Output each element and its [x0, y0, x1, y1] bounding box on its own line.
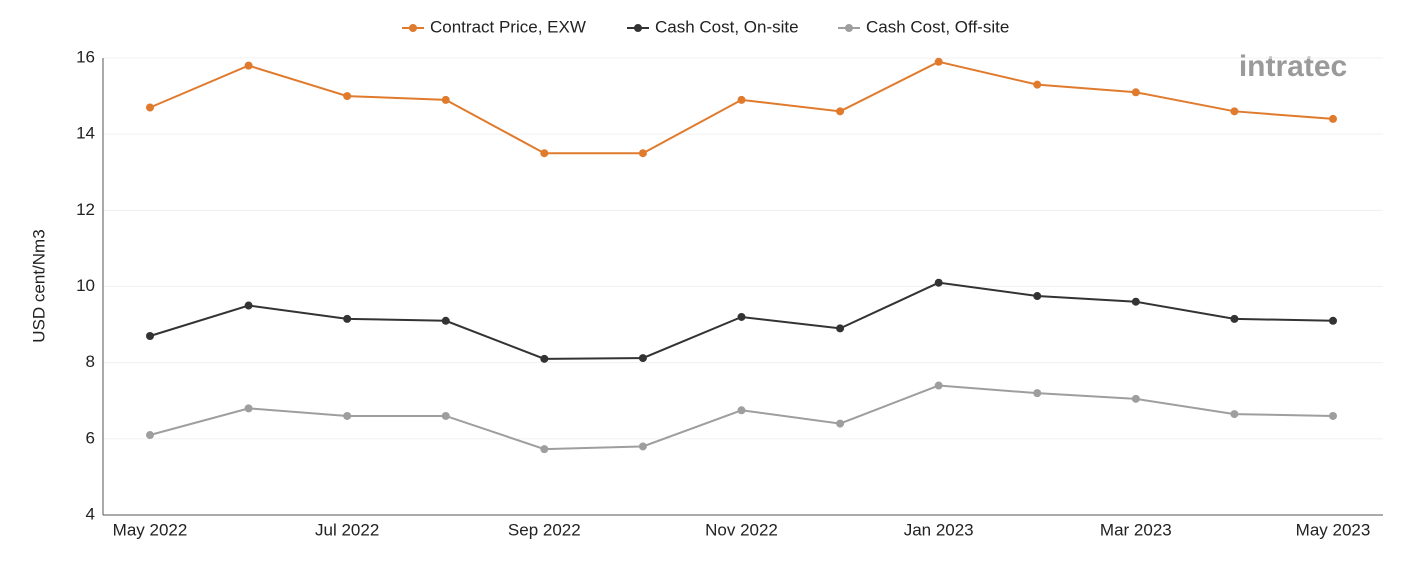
legend-label: Cash Cost, Off-site — [866, 17, 1009, 36]
x-tick-label: Jul 2022 — [315, 520, 379, 539]
data-point — [1329, 411, 1337, 420]
legend-marker — [409, 24, 417, 32]
x-tick-label: Mar 2023 — [1100, 520, 1172, 539]
y-tick-label: 10 — [76, 276, 95, 295]
data-point — [244, 301, 253, 310]
data-point — [1230, 314, 1239, 323]
data-point — [343, 314, 352, 323]
data-point — [638, 149, 647, 158]
data-point — [540, 354, 549, 363]
x-tick-label: Nov 2022 — [705, 520, 778, 539]
data-point — [343, 92, 352, 101]
data-point — [146, 332, 154, 341]
data-point — [244, 404, 253, 413]
data-point — [1033, 292, 1042, 301]
legend-label: Cash Cost, On-site — [655, 17, 799, 36]
x-tick-label: Sep 2022 — [508, 520, 581, 539]
data-point — [1131, 297, 1140, 306]
data-point — [1033, 80, 1042, 89]
data-point — [737, 406, 746, 415]
data-point — [146, 103, 154, 112]
y-tick-label: 14 — [76, 124, 95, 143]
data-point — [1033, 389, 1042, 398]
data-point — [540, 445, 549, 454]
data-point — [441, 316, 450, 325]
data-point — [1329, 114, 1337, 123]
data-point — [737, 95, 746, 104]
y-tick-label: 12 — [76, 200, 95, 219]
data-point — [244, 61, 253, 70]
x-tick-label: May 2023 — [1296, 520, 1371, 539]
y-tick-label: 8 — [86, 352, 95, 371]
data-point — [638, 354, 647, 363]
data-point — [1131, 88, 1140, 97]
y-tick-label: 6 — [86, 428, 95, 447]
x-tick-label: May 2022 — [113, 520, 188, 539]
data-point — [638, 442, 647, 451]
data-point — [934, 57, 943, 66]
data-point — [836, 324, 845, 333]
y-tick-label: 4 — [86, 504, 95, 523]
data-point — [1230, 410, 1239, 419]
x-tick-label: Jan 2023 — [904, 520, 974, 539]
y-axis-label: USD cent/Nm3 — [29, 229, 48, 342]
data-point — [836, 419, 845, 428]
legend-marker — [634, 24, 642, 32]
data-point — [441, 411, 450, 420]
data-point — [1329, 316, 1337, 325]
data-point — [540, 149, 549, 158]
logo: intratec — [1239, 50, 1347, 83]
data-point — [934, 278, 943, 287]
data-point — [737, 312, 746, 321]
data-point — [836, 107, 845, 116]
series-line — [149, 384, 1334, 451]
data-point — [146, 431, 154, 440]
series-line — [149, 60, 1334, 155]
legend-marker — [845, 24, 853, 32]
data-point — [343, 411, 352, 420]
data-point — [1131, 394, 1140, 403]
y-tick-label: 16 — [76, 47, 95, 66]
data-point — [934, 381, 943, 390]
data-point — [1230, 107, 1239, 116]
legend-label: Contract Price, EXW — [430, 17, 586, 36]
data-point — [441, 95, 450, 104]
